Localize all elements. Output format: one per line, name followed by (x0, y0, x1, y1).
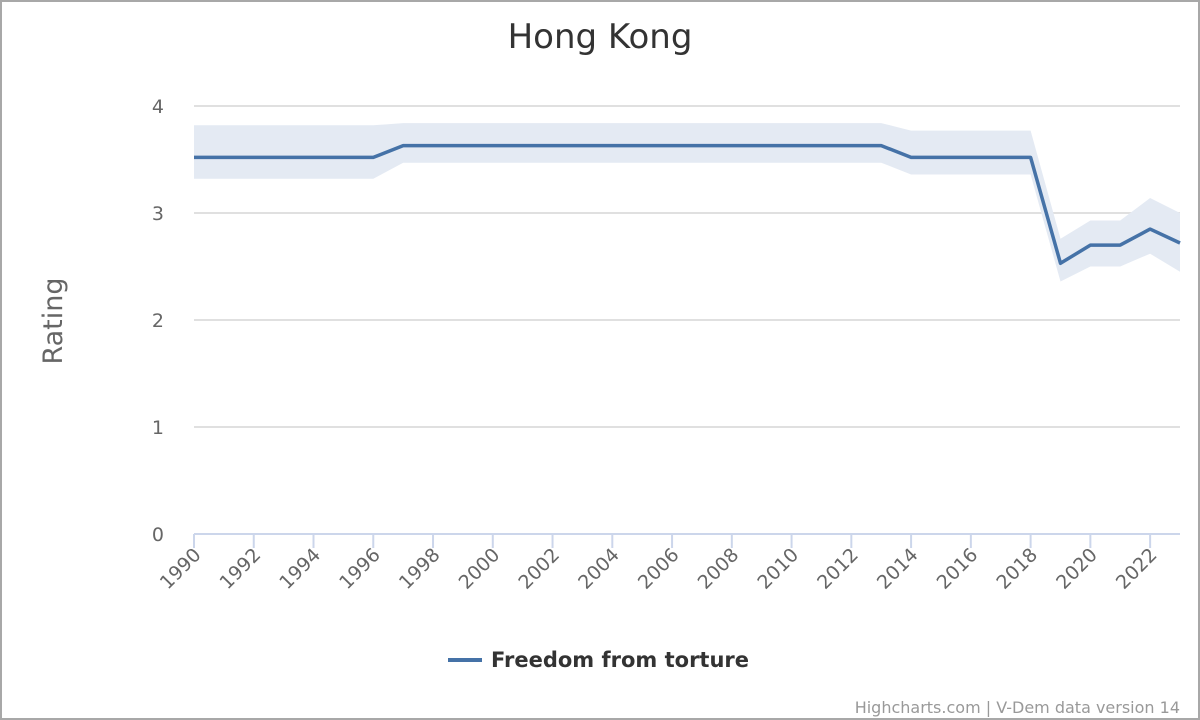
x-tick-label: 1998 (395, 544, 445, 594)
x-tick-label: 2016 (933, 544, 983, 594)
y-tick-label: 0 (152, 524, 164, 546)
x-tick-label: 2000 (455, 544, 505, 594)
y-axis-title: Rating (38, 277, 69, 364)
chart-title: Hong Kong (508, 17, 693, 57)
x-tick-label: 1994 (275, 544, 325, 594)
x-tick-label: 2006 (634, 544, 684, 594)
credits[interactable]: Highcharts.com | V-Dem data version 14 (855, 698, 1180, 717)
y-tick-label: 2 (152, 310, 164, 332)
x-tick-label: 2004 (574, 544, 624, 594)
y-tick-label: 4 (152, 96, 164, 118)
x-tick-label: 2014 (873, 544, 923, 594)
series-line[interactable] (194, 143, 1181, 266)
x-tick-label: 2012 (813, 544, 863, 594)
x-tick-label: 2022 (1112, 544, 1162, 594)
x-tick-label: 2008 (694, 544, 744, 594)
y-tick-label: 1 (152, 417, 164, 439)
legend[interactable]: Freedom from torture (448, 648, 749, 672)
x-tick-label: 2018 (992, 544, 1042, 594)
x-tick-label: 1992 (216, 544, 266, 594)
confidence-band (194, 123, 1180, 282)
x-tick-label: 2002 (514, 544, 564, 594)
legend-item-label[interactable]: Freedom from torture (491, 648, 749, 672)
x-tick-label: 2010 (753, 544, 803, 594)
x-tick-label: 2020 (1052, 544, 1102, 594)
y-tick-label: 3 (152, 203, 164, 225)
x-tick-label: 1990 (156, 544, 206, 594)
x-tick-label: 1996 (335, 544, 385, 594)
